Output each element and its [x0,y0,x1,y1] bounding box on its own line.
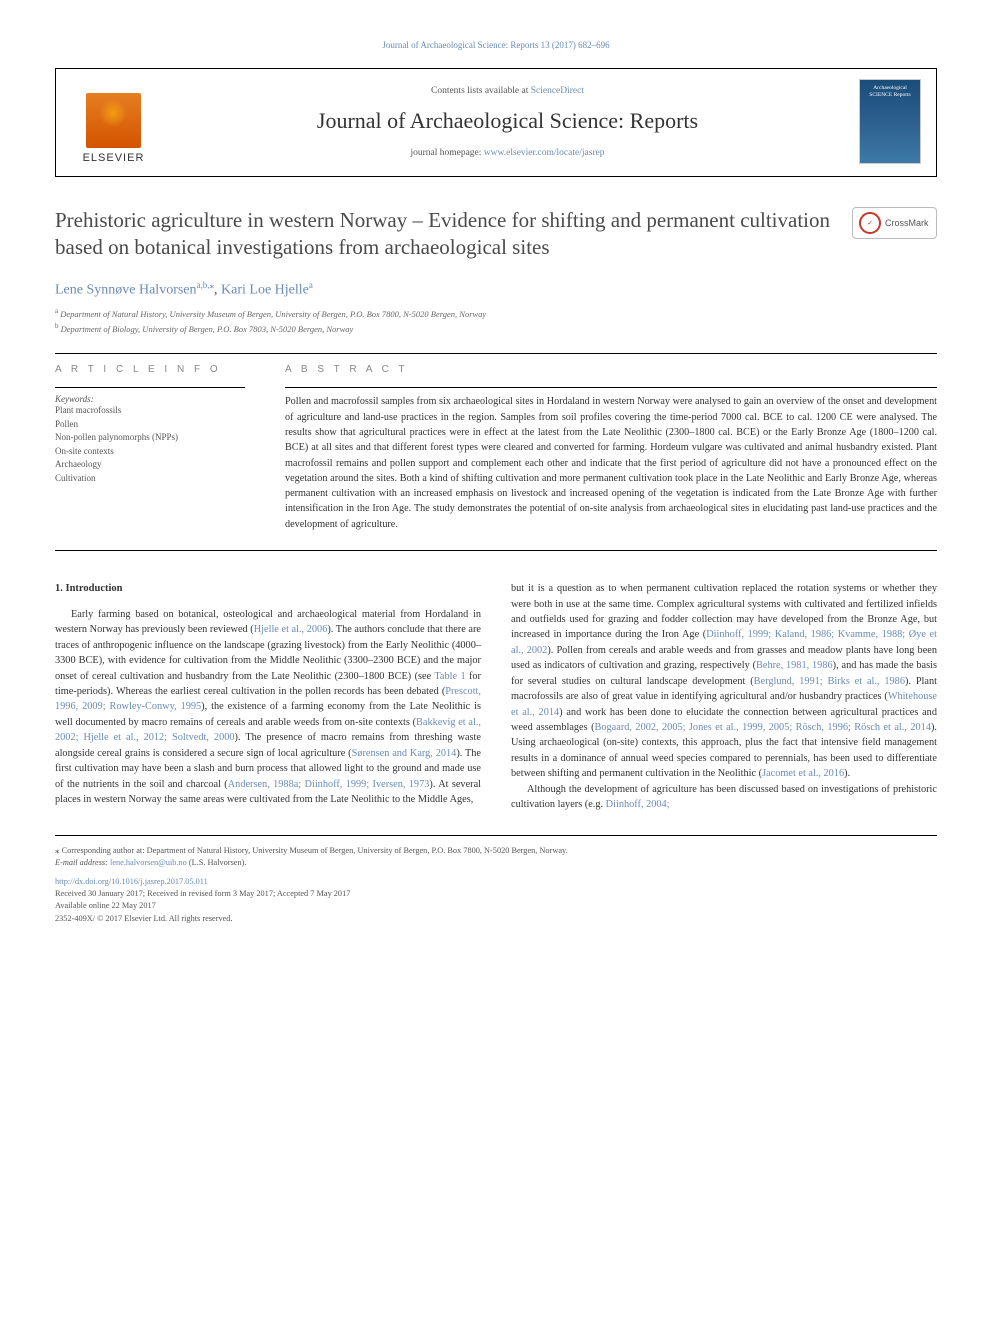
intro-para-1: Early farming based on botanical, osteol… [55,607,481,808]
abstract-text: Pollen and macrofossil samples from six … [285,394,937,532]
journal-header-box: ELSEVIER Contents lists available at Sci… [55,68,937,177]
author-1[interactable]: Lene Synnøve Halvorsen [55,282,197,297]
citation-link[interactable]: Sørensen and Karg, 2014 [352,748,457,759]
keyword: Plant macrofossils [55,404,245,418]
homepage-url[interactable]: www.elsevier.com/locate/jasrep [484,148,605,158]
keywords-label: Keywords: [55,394,245,404]
abstract-rule [285,387,937,388]
citation-link[interactable]: Andersen, 1988a; Diinhoff, 1999; Iversen… [228,779,430,790]
affiliation-a: a Department of Natural History, Univers… [55,306,937,321]
citation-link[interactable]: Jacomet et al., 2016 [762,768,844,779]
article-info-column: A R T I C L E I N F O Keywords: Plant ma… [55,364,245,532]
abstract-heading: A B S T R A C T [285,364,937,375]
citation-link[interactable]: Berglund, 1991; Birks et al., 1986 [754,676,905,687]
affiliations: a Department of Natural History, Univers… [55,306,937,335]
rule-below-abstract [55,550,937,551]
journal-title: Journal of Archaeological Science: Repor… [171,108,844,134]
corresponding-email[interactable]: lene.halvorsen@uib.no [110,858,187,867]
contents-available-line: Contents lists available at ScienceDirec… [171,86,844,96]
intro-para-1-cont: but it is a question as to when permanen… [511,581,937,782]
contents-prefix: Contents lists available at [431,86,531,96]
page-footer: ⁎ Corresponding author at: Department of… [55,835,937,926]
citation-link[interactable]: Bogaard, 2002, 2005; Jones et al., 1999,… [595,722,931,733]
article-title: Prehistoric agriculture in western Norwa… [55,207,832,262]
keyword: Cultivation [55,472,245,486]
citation-link[interactable]: Hjelle et al., 2006 [254,624,328,635]
running-header: Journal of Archaeological Science: Repor… [55,40,937,50]
citation-link[interactable]: Diinhoff, 2004; [606,799,670,810]
rule-above-abstract [55,353,937,354]
info-abstract-row: A R T I C L E I N F O Keywords: Plant ma… [55,364,937,532]
homepage-prefix: journal homepage: [410,148,483,158]
citation-link[interactable]: Table 1 [434,671,465,682]
elsevier-label: ELSEVIER [83,152,145,164]
body-column-left: 1. Introduction Early farming based on b… [55,581,481,813]
keyword: On-site contexts [55,445,245,459]
doi-link[interactable]: http://dx.doi.org/10.1016/j.jasrep.2017.… [55,876,937,888]
crossmark-label: CrossMark [885,218,929,228]
available-line: Available online 22 May 2017 [55,900,937,912]
received-line: Received 30 January 2017; Received in re… [55,888,937,900]
affiliation-b: b Department of Biology, University of B… [55,321,937,336]
abstract-column: A B S T R A C T Pollen and macrofossil s… [285,364,937,532]
journal-cover-thumbnail[interactable] [859,79,921,164]
body-two-columns: 1. Introduction Early farming based on b… [55,581,937,813]
crossmark-badge[interactable]: ✓ CrossMark [852,207,937,239]
section-1-heading: 1. Introduction [55,581,481,597]
keyword: Pollen [55,418,245,432]
email-line: E-mail address: lene.halvorsen@uib.no (L… [55,857,937,869]
sciencedirect-link[interactable]: ScienceDirect [531,86,584,96]
running-header-text[interactable]: Journal of Archaeological Science: Repor… [382,40,609,50]
info-rule [55,387,245,388]
article-header: Prehistoric agriculture in western Norwa… [55,207,937,335]
citation-link[interactable]: Behre, 1981, 1986 [756,660,833,671]
header-center: Contents lists available at ScienceDirec… [171,86,844,158]
intro-para-2: Although the development of agriculture … [511,782,937,813]
body-column-right: but it is a question as to when permanen… [511,581,937,813]
keywords-list: Plant macrofossils Pollen Non-pollen pal… [55,404,245,485]
authors-line: Lene Synnøve Halvorsena,b,⁎, Kari Loe Hj… [55,280,937,299]
article-info-heading: A R T I C L E I N F O [55,364,245,375]
elsevier-logo[interactable]: ELSEVIER [71,79,156,164]
author-1-marks[interactable]: a,b,⁎ [197,280,215,290]
author-2[interactable]: Kari Loe Hjelle [221,282,309,297]
elsevier-tree-icon [86,93,141,148]
author-2-marks[interactable]: a [309,280,313,290]
corresponding-author: ⁎ Corresponding author at: Department of… [55,844,937,858]
keyword: Non-pollen palynomorphs (NPPs) [55,431,245,445]
keyword: Archaeology [55,458,245,472]
copyright-line: 2352-409X/ © 2017 Elsevier Ltd. All righ… [55,913,937,925]
homepage-line: journal homepage: www.elsevier.com/locat… [171,148,844,158]
crossmark-icon: ✓ [859,212,881,234]
